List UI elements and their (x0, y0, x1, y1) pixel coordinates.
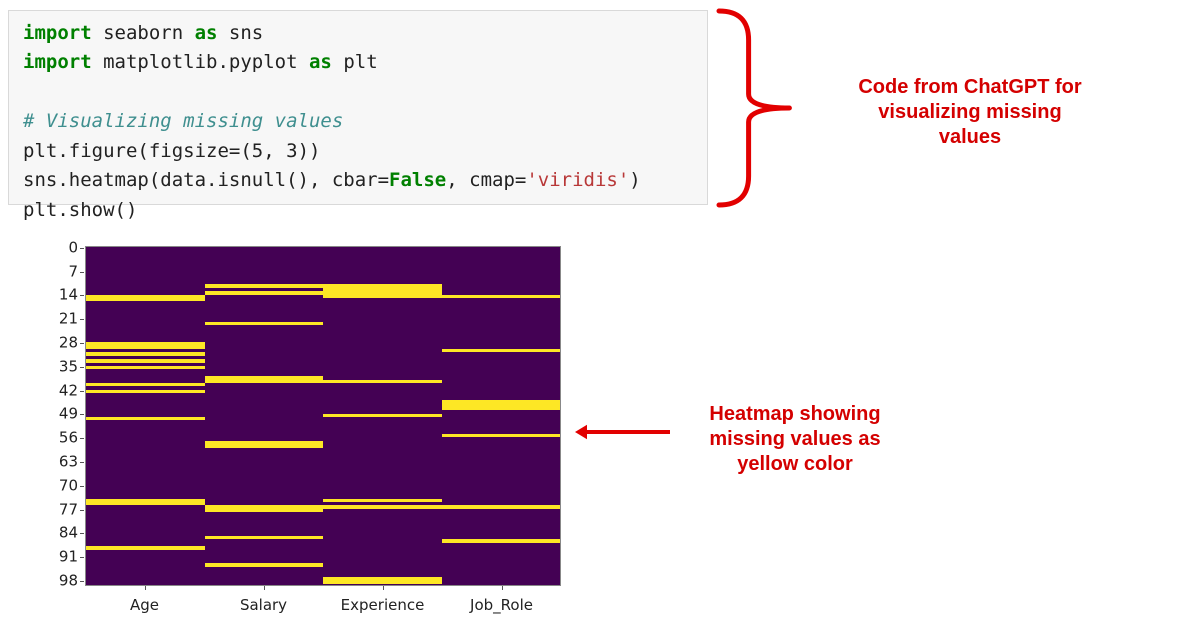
heatmap-ytick-label: 84 (59, 526, 78, 541)
heatmap-ytick-label: 49 (59, 407, 78, 422)
heatmap-ytick-label: 14 (59, 288, 78, 303)
heatmap-plot-area (85, 246, 561, 586)
heatmap-ytick-label: 7 (68, 264, 78, 279)
heatmap-ytick-label: 28 (59, 335, 78, 350)
arrow-annotation (559, 416, 686, 448)
heatmap-ytick-label: 91 (59, 550, 78, 565)
heatmap-ytick-label: 21 (59, 312, 78, 327)
heatmap-column (205, 247, 324, 585)
heatmap-ytick-label: 42 (59, 383, 78, 398)
heatmap-ytick-label: 0 (68, 240, 78, 255)
heatmap-xtick-label: Job_Role (470, 596, 533, 614)
heatmap-column (323, 247, 442, 585)
heatmap-xtick-label: Salary (240, 596, 287, 614)
annotation-code-label: Code from ChatGPT for visualizing missin… (850, 75, 1090, 150)
heatmap-ytick-label: 56 (59, 431, 78, 446)
curly-brace-annotation (715, 8, 835, 208)
heatmap-xtick-label: Experience (341, 596, 425, 614)
heatmap-ytick-label: 63 (59, 454, 78, 469)
code-cell: import seaborn as sns import matplotlib.… (8, 10, 708, 205)
heatmap-column (442, 247, 561, 585)
heatmap-ytick-label: 77 (59, 502, 78, 517)
heatmap-ytick-label: 98 (59, 573, 78, 588)
heatmap-ytick-label: 35 (59, 359, 78, 374)
heatmap-xtick-label: Age (130, 596, 159, 614)
heatmap-column (86, 247, 205, 585)
heatmap-ytick-label: 70 (59, 478, 78, 493)
annotation-heatmap-label: Heatmap showing missing values as yellow… (690, 402, 900, 477)
heatmap-chart: 0714212835424956637077849198AgeSalaryExp… (30, 246, 570, 616)
